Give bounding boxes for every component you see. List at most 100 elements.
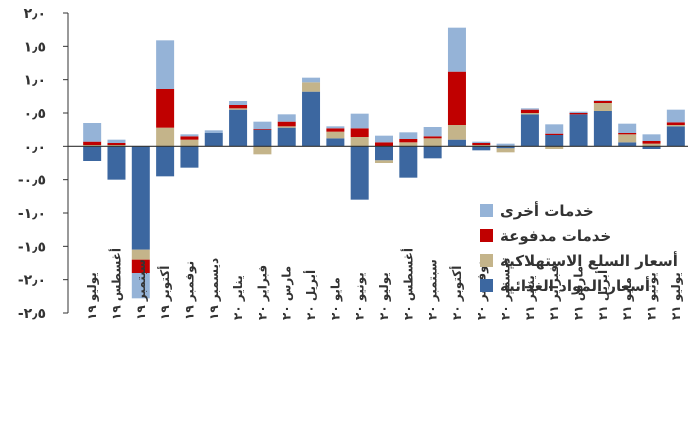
bar-segment	[593, 111, 612, 147]
bar-segment	[375, 146, 393, 161]
bar-segment	[593, 101, 612, 103]
bar-segment	[642, 134, 661, 141]
y-tick-label: -٢٫٥	[18, 306, 46, 322]
bar-segment	[496, 148, 515, 153]
bar-segment	[131, 249, 150, 260]
legend-label: أسعار المواد الغذائية	[500, 276, 650, 295]
bar-segment	[593, 103, 612, 111]
bar-segment	[253, 129, 272, 147]
legend-swatch	[480, 229, 493, 242]
bar-segment	[107, 139, 126, 143]
y-tick-label: ١٫٥	[24, 39, 46, 55]
bar-segment	[131, 146, 150, 250]
bar-segment	[253, 129, 272, 130]
bar-segment	[593, 100, 612, 101]
legend-swatch	[480, 279, 493, 292]
y-tick-label: -١٫٥	[18, 239, 46, 255]
bar-segment	[545, 135, 564, 147]
bar-segment	[642, 141, 661, 144]
x-tick-label: فبراير ٢١	[547, 265, 561, 320]
y-tick-label: -٢٫٠	[18, 273, 46, 289]
bar-segment	[350, 113, 369, 129]
y-tick-label: ٠٫٥	[24, 106, 46, 122]
x-tick-label: أبريل ٢١	[595, 270, 610, 320]
bar-segment	[666, 109, 685, 123]
bar-segment	[447, 71, 466, 125]
x-tick-label: يناير ٢٠	[231, 275, 245, 320]
bar-segment	[229, 101, 248, 105]
bar-segment	[302, 82, 321, 92]
x-tick-label: مارس ٢١	[572, 266, 586, 320]
bar-segment	[447, 125, 466, 140]
x-tick-label: يونيو ٢٠	[353, 272, 368, 320]
bar-segment	[83, 141, 102, 145]
bar-segment	[350, 146, 369, 200]
bar-segment	[423, 136, 442, 139]
bar-segment	[131, 273, 150, 299]
x-tick-label: يوليو ٢٠	[377, 272, 392, 320]
x-tick-label: يناير ٢١	[523, 275, 537, 320]
x-tick-label: أكتوبر ١٩	[157, 266, 173, 320]
bar-segment	[545, 146, 564, 149]
x-tick-label: يوليو ٢١	[669, 272, 684, 320]
bar-segment	[569, 113, 588, 115]
bar-segment	[350, 128, 369, 137]
bar-segment	[229, 109, 248, 147]
bar-segment	[569, 111, 588, 113]
bar-segment	[618, 142, 637, 147]
x-tick-label: سبتمبر ١٩	[134, 259, 148, 320]
x-tick-label: أكتوبر ٢٠	[449, 266, 465, 320]
bar-segment	[666, 122, 685, 125]
bar-segment	[180, 136, 199, 140]
bar-segment	[423, 146, 442, 159]
bar-segment	[326, 128, 345, 132]
legend-swatch	[480, 254, 493, 267]
bar-segment	[277, 127, 296, 147]
bar-segment	[229, 108, 248, 110]
bar-segment	[302, 77, 321, 83]
x-tick-label: أبريل ٢٠	[303, 270, 318, 320]
y-tick-label: -١٫٠	[18, 206, 46, 222]
bar-segment	[569, 114, 588, 147]
bar-segment	[472, 145, 491, 147]
bar-segment	[423, 138, 442, 147]
x-tick-label: مارس ٢٠	[280, 266, 294, 320]
bar-segment	[447, 27, 466, 72]
bar-segment	[399, 139, 418, 143]
x-tick-label: مايو ٢٠	[328, 277, 343, 320]
x-tick-label: سبتمبر ٢٠	[426, 259, 440, 320]
bar-segment	[496, 143, 515, 147]
bar-segment	[253, 146, 272, 155]
bar-segment	[520, 109, 539, 113]
bar-segment	[375, 142, 393, 147]
bar-segment	[277, 126, 296, 128]
bar-segment	[618, 134, 637, 143]
bar-segment	[472, 141, 491, 143]
bar-segment	[253, 121, 272, 129]
bar-segment	[326, 138, 345, 147]
bar-segment	[156, 127, 175, 147]
bar-segment	[618, 123, 637, 133]
bar-segment	[204, 133, 223, 147]
bar-segment	[545, 133, 564, 135]
bar-segment	[326, 131, 345, 139]
bar-segment	[472, 146, 491, 151]
y-tick-label: ٠٫٠	[24, 139, 46, 155]
y-tick-label: ١٫٠	[24, 73, 46, 89]
bar-segment	[229, 105, 248, 109]
bar-segment	[618, 133, 637, 135]
x-axis-labels: يوليو ١٩ أغسطس ١٩ سبتمبر ١٩ أكتوبر ١٩ نوفمبر…	[85, 248, 684, 320]
bar-segment	[375, 160, 393, 163]
bar-segment	[520, 108, 539, 110]
x-tick-label: نوفمبر ١٩	[182, 261, 197, 320]
bar-segment	[642, 143, 661, 147]
x-tick-label: أغسطس ٢٠	[400, 248, 415, 320]
bar-segment	[447, 139, 466, 147]
x-tick-label: ديسمبر ٢٠	[499, 258, 513, 320]
x-tick-label: يونيو ٢١	[645, 272, 660, 320]
bar-segment	[180, 134, 199, 137]
x-tick-label: ديسمبر ١٩	[207, 258, 221, 320]
bar-segment	[472, 143, 491, 145]
bar-segment	[156, 89, 175, 128]
bar-segment	[666, 126, 685, 147]
